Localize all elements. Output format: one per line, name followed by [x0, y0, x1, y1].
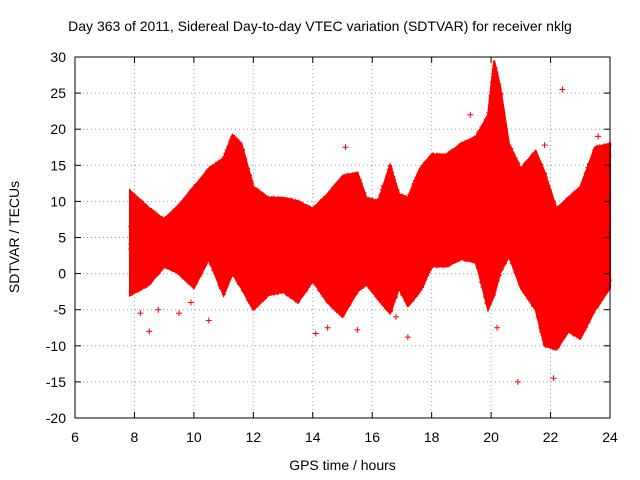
x-tick-label: 10: [186, 429, 202, 445]
outlier-point: [176, 310, 183, 317]
outlier-point: [342, 144, 349, 151]
y-axis-label: SDTVAR / TECUs: [6, 180, 22, 294]
x-tick-label: 22: [543, 429, 559, 445]
outlier-point: [205, 317, 212, 324]
y-tick-label: 0: [58, 266, 66, 282]
outlier-point: [187, 299, 194, 306]
x-tick-label: 20: [483, 429, 499, 445]
outlier-point: [541, 142, 548, 149]
outlier-point: [354, 326, 361, 333]
x-tick-label: 8: [131, 429, 139, 445]
outlier-point: [253, 299, 260, 306]
x-tick-label: 18: [424, 429, 440, 445]
y-tick-label: 15: [50, 157, 66, 173]
outlier-point: [146, 328, 153, 335]
y-tick-label: -15: [46, 374, 66, 390]
y-tick-label: -10: [46, 338, 66, 354]
x-axis-label: GPS time / hours: [289, 457, 396, 473]
outlier-point: [559, 86, 566, 93]
data-points: [128, 65, 612, 351]
y-tick-label: 5: [58, 230, 66, 246]
x-tick-label: 24: [602, 429, 618, 445]
x-tick-label: 16: [364, 429, 380, 445]
y-tick-label: -5: [54, 302, 67, 318]
chart-title: Day 363 of 2011, Sidereal Day-to-day VTE…: [68, 18, 572, 34]
outlier-point: [550, 375, 557, 382]
outlier-point: [494, 324, 501, 331]
x-tick-label: 14: [305, 429, 321, 445]
outlier-point: [324, 324, 331, 331]
y-tick-label: 25: [50, 85, 66, 101]
y-tick-label: -20: [46, 410, 66, 426]
y-tick-label: 20: [50, 121, 66, 137]
outlier-point: [393, 313, 399, 320]
y-tick-label: 30: [50, 49, 66, 65]
y-tick-label: 10: [50, 193, 66, 209]
outlier-point: [312, 330, 319, 337]
outlier-point: [514, 378, 521, 385]
x-tick-label: 12: [246, 429, 262, 445]
x-tick-label: 6: [71, 429, 79, 445]
outlier-point: [404, 334, 411, 341]
outlier-point: [137, 310, 144, 317]
outlier-point: [155, 306, 162, 313]
outlier-point: [595, 133, 602, 140]
outlier-point: [467, 111, 474, 118]
